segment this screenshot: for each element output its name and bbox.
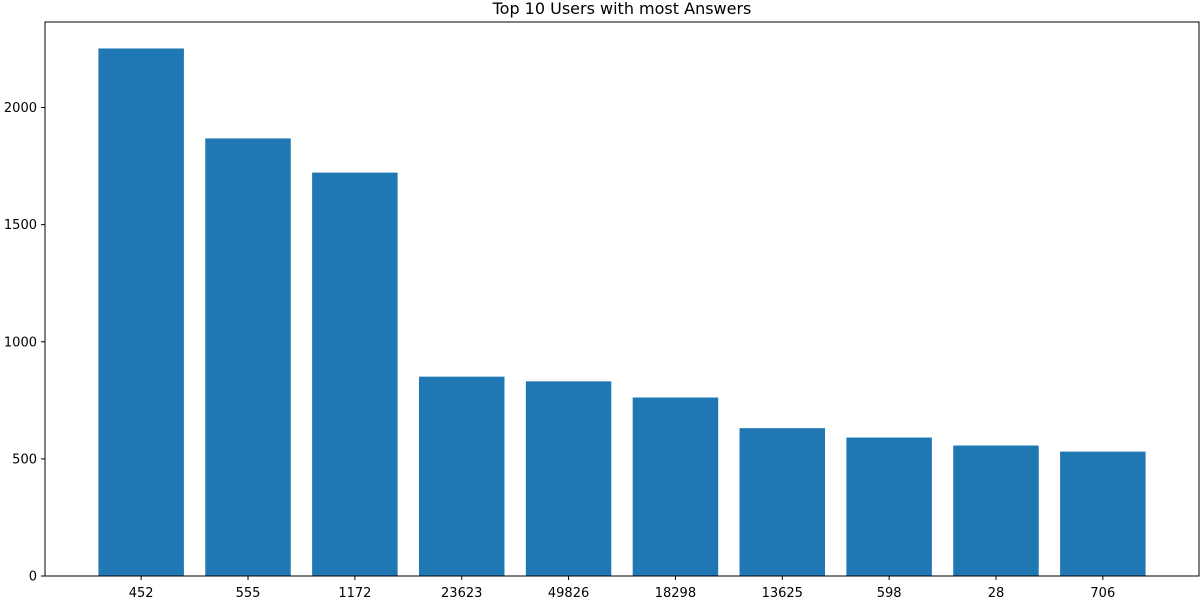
x-tick-label: 555 (236, 586, 261, 600)
x-tick-label: 23623 (441, 586, 482, 600)
y-tick-label: 0 (29, 570, 37, 585)
bar-13625 (739, 428, 826, 576)
y-tick-label: 500 (12, 452, 37, 467)
y-tick-label: 1000 (4, 335, 37, 350)
axes-layer: 0 500 1000 1500 2000 452 555 1172 23623 49826 1829… (4, 21, 1200, 601)
x-tick-label: 49826 (548, 586, 589, 600)
bar-452 (98, 48, 184, 577)
bar-1172 (312, 172, 398, 576)
x-tick-label: 452 (129, 586, 154, 600)
bar-555 (205, 138, 291, 577)
x-tick-label: 28 (988, 586, 1005, 600)
x-tick-label: 706 (1090, 586, 1115, 600)
x-tick-label: 598 (877, 586, 902, 600)
x-tick-label: 13625 (762, 586, 803, 600)
bar-23623 (418, 376, 505, 576)
bar-28 (953, 445, 1039, 576)
plot-frame (44, 21, 1200, 577)
bar-18298 (632, 397, 719, 576)
y-tick-label: 1500 (4, 218, 37, 233)
bar-706 (1060, 451, 1146, 576)
bar-49826 (525, 381, 612, 576)
chart-title: Top 10 Users with most Answers (492, 0, 752, 18)
bars-layer (98, 48, 1146, 577)
x-tick-label: 1172 (338, 586, 371, 600)
y-tick-label: 2000 (4, 101, 37, 116)
x-tick-label: 18298 (655, 586, 696, 600)
bar-598 (846, 437, 932, 576)
